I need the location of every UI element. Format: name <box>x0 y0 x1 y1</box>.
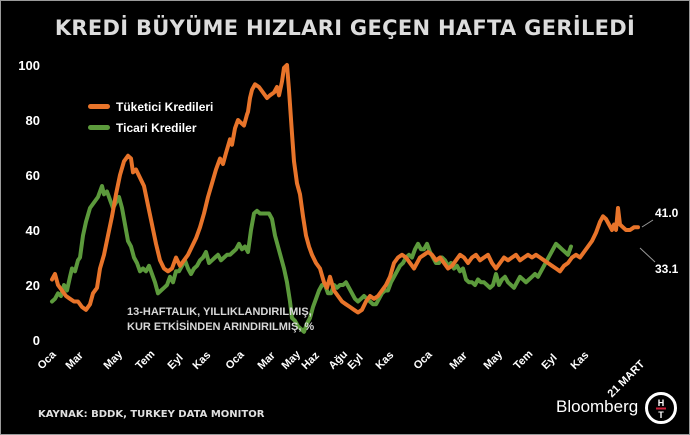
chart-note: 13-HAFTALIK, YILLIKLANDIRILMIŞ, KUR ETKİ… <box>127 305 314 335</box>
source-note: KAYNAK: BDDK, TURKEY DATA MONITOR <box>38 409 265 420</box>
y-tick-0: 0 <box>32 333 40 348</box>
legend-item-commercial: Ticari Krediler <box>88 117 213 138</box>
leader-line-consumer <box>641 219 654 228</box>
legend: Tüketici Kredileri Ticari Krediler <box>88 96 213 138</box>
logo-red-bar <box>656 407 666 410</box>
legend-label-consumer: Tüketici Kredileri <box>116 99 214 114</box>
logo-letter-t: T <box>658 410 664 420</box>
y-tick-100: 100 <box>18 58 40 73</box>
logo-letter-h: H <box>658 398 665 408</box>
chart-title: KREDİ BÜYÜME HIZLARI GEÇEN HAFTA GERİLED… <box>54 16 636 40</box>
legend-label-commercial: Ticari Krediler <box>116 120 197 135</box>
bloomberg-ht-logo-icon: H T <box>645 392 677 424</box>
brand-name: Bloomberg <box>556 397 639 416</box>
series-line-tuketici-kredileri <box>50 63 640 315</box>
end-label-consumer: 41.0 <box>655 206 679 220</box>
y-tick-40: 40 <box>25 223 40 238</box>
note-line-2: KUR ETKİSİNDEN ARINDIRILMIŞ, % <box>127 321 315 333</box>
series-line-ticari-krediler <box>50 184 573 334</box>
note-line-1: 13-HAFTALIK, YILLIKLANDIRILMIŞ, <box>127 306 312 318</box>
legend-swatch-commercial <box>88 125 110 130</box>
y-tick-80: 80 <box>25 113 40 128</box>
end-label-commercial: 33.1 <box>655 262 679 276</box>
legend-item-consumer: Tüketici Kredileri <box>88 96 213 117</box>
legend-swatch-consumer <box>88 104 110 109</box>
y-tick-60: 60 <box>25 168 40 183</box>
y-tick-20: 20 <box>25 278 40 293</box>
leader-line-commercial <box>639 247 656 263</box>
